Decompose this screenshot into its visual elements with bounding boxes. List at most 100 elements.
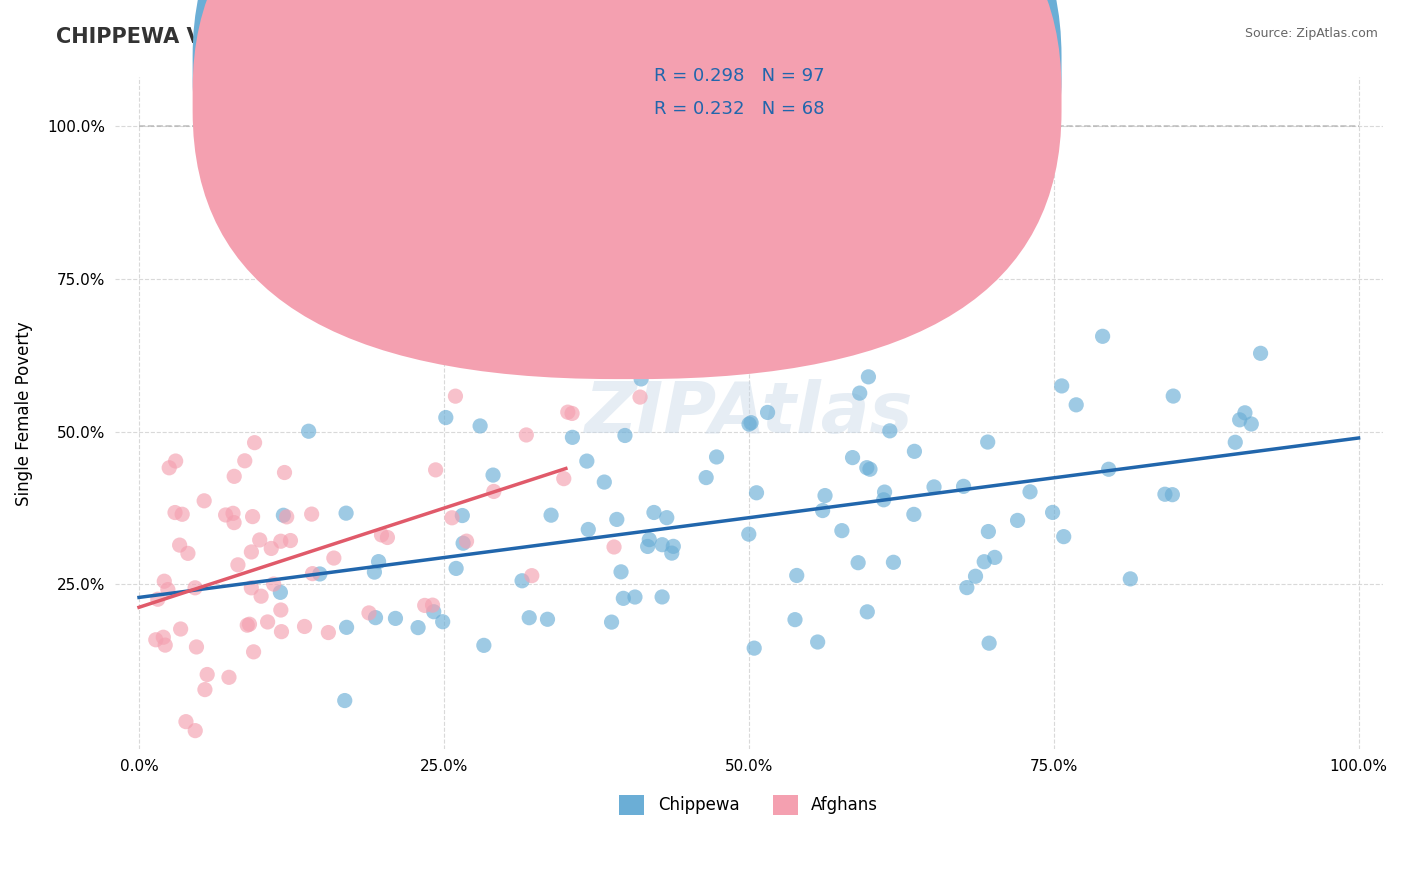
Y-axis label: Single Female Poverty: Single Female Poverty	[15, 321, 32, 506]
Point	[655, 510, 678, 524]
Point	[1098, 462, 1121, 476]
Point	[153, 638, 176, 652]
Point	[169, 538, 191, 552]
Point	[610, 565, 633, 579]
Point	[973, 555, 995, 569]
Point	[977, 524, 1000, 539]
Point	[783, 613, 806, 627]
Text: CHIPPEWA VS AFGHAN SINGLE FEMALE POVERTY CORRELATION CHART: CHIPPEWA VS AFGHAN SINGLE FEMALE POVERTY…	[56, 27, 886, 46]
Point	[195, 667, 218, 681]
Point	[831, 524, 853, 538]
Point	[444, 389, 467, 403]
Point	[662, 540, 685, 554]
Point	[451, 536, 474, 550]
Point	[856, 605, 879, 619]
Point	[1091, 329, 1114, 343]
Point	[273, 508, 295, 523]
Point	[226, 558, 249, 572]
Point	[184, 723, 207, 738]
Point	[335, 620, 357, 634]
Point	[269, 585, 291, 599]
Point	[903, 508, 925, 522]
Point	[515, 428, 537, 442]
Point	[846, 556, 869, 570]
Point	[1240, 417, 1263, 431]
Point	[879, 424, 901, 438]
Point	[1119, 572, 1142, 586]
Point	[413, 599, 436, 613]
Point	[482, 484, 505, 499]
Point	[952, 479, 974, 493]
Point	[236, 618, 259, 632]
Point	[193, 493, 215, 508]
Point	[1229, 413, 1251, 427]
Point	[630, 372, 652, 386]
Point	[651, 538, 673, 552]
Point	[156, 582, 179, 597]
Point	[811, 503, 834, 517]
Point	[983, 550, 1005, 565]
Point	[357, 606, 380, 620]
Point	[536, 612, 558, 626]
Point	[600, 615, 623, 629]
Point	[273, 466, 295, 480]
Point	[1053, 530, 1076, 544]
Point	[172, 508, 194, 522]
Point	[194, 682, 217, 697]
Point	[249, 533, 271, 547]
Point	[243, 435, 266, 450]
Text: R = 0.298   N = 97: R = 0.298 N = 97	[654, 67, 824, 85]
Point	[270, 603, 292, 617]
Point	[1050, 379, 1073, 393]
Point	[432, 615, 454, 629]
Text: ZIPAtlas: ZIPAtlas	[585, 379, 912, 448]
Point	[695, 470, 717, 484]
Point	[238, 617, 260, 632]
Point	[301, 507, 323, 521]
Point	[856, 460, 879, 475]
Point	[363, 565, 385, 579]
Point	[603, 540, 626, 554]
Point	[444, 561, 467, 575]
Point	[882, 555, 904, 569]
Point	[841, 450, 863, 465]
Point	[318, 625, 340, 640]
Point	[1233, 406, 1256, 420]
Point	[510, 574, 533, 588]
Point	[873, 492, 896, 507]
Point	[922, 480, 945, 494]
Point	[333, 693, 356, 707]
Point	[242, 645, 264, 659]
Text: Source: ZipAtlas.com: Source: ZipAtlas.com	[1244, 27, 1378, 40]
Point	[301, 566, 323, 581]
Point	[1007, 513, 1029, 527]
Point	[738, 417, 761, 431]
Point	[184, 581, 207, 595]
Point	[706, 450, 728, 464]
Point	[214, 508, 236, 522]
Point	[145, 632, 167, 647]
Point	[557, 405, 579, 419]
Point	[335, 506, 357, 520]
Point	[661, 546, 683, 560]
Point	[146, 592, 169, 607]
Point	[1161, 488, 1184, 502]
Point	[1064, 398, 1087, 412]
Point	[165, 454, 187, 468]
Point	[612, 591, 634, 606]
Point	[468, 419, 491, 434]
Point	[606, 512, 628, 526]
Point	[593, 475, 616, 489]
Point	[637, 540, 659, 554]
Point	[807, 635, 830, 649]
Point	[256, 615, 278, 629]
Point	[613, 428, 636, 442]
Point	[786, 568, 808, 582]
Point	[738, 527, 761, 541]
Point	[965, 569, 987, 583]
Point	[384, 611, 406, 625]
Point	[1161, 389, 1184, 403]
Point	[628, 390, 651, 404]
Point	[651, 590, 673, 604]
Point	[218, 670, 240, 684]
